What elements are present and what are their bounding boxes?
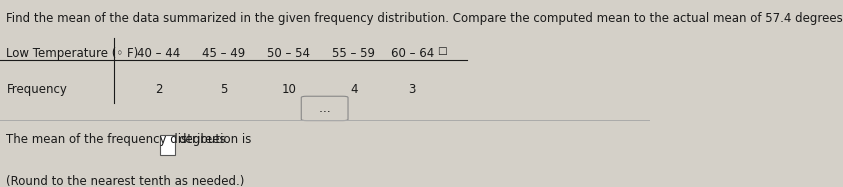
Text: 4: 4 bbox=[350, 83, 357, 96]
FancyBboxPatch shape bbox=[301, 96, 348, 121]
Text: degrees.: degrees. bbox=[179, 134, 230, 146]
Text: 55 – 59: 55 – 59 bbox=[332, 47, 375, 60]
Text: …: … bbox=[319, 102, 330, 115]
Text: 2: 2 bbox=[155, 83, 163, 96]
Text: □: □ bbox=[437, 46, 447, 56]
Text: 5: 5 bbox=[220, 83, 228, 96]
Text: 50 – 54: 50 – 54 bbox=[267, 47, 310, 60]
Text: 45 – 49: 45 – 49 bbox=[202, 47, 245, 60]
Text: 3: 3 bbox=[409, 83, 416, 96]
Text: Frequency: Frequency bbox=[7, 83, 67, 96]
FancyBboxPatch shape bbox=[160, 135, 175, 155]
Text: (Round to the nearest tenth as needed.): (Round to the nearest tenth as needed.) bbox=[7, 175, 244, 187]
Text: The mean of the frequency distribution is: The mean of the frequency distribution i… bbox=[7, 134, 252, 146]
Text: 60 – 64: 60 – 64 bbox=[390, 47, 434, 60]
Text: 40 – 44: 40 – 44 bbox=[137, 47, 180, 60]
Text: Find the mean of the data summarized in the given frequency distribution. Compar: Find the mean of the data summarized in … bbox=[7, 12, 843, 25]
Text: 10: 10 bbox=[282, 83, 297, 96]
Text: Low Temperature (◦ F): Low Temperature (◦ F) bbox=[7, 47, 139, 60]
